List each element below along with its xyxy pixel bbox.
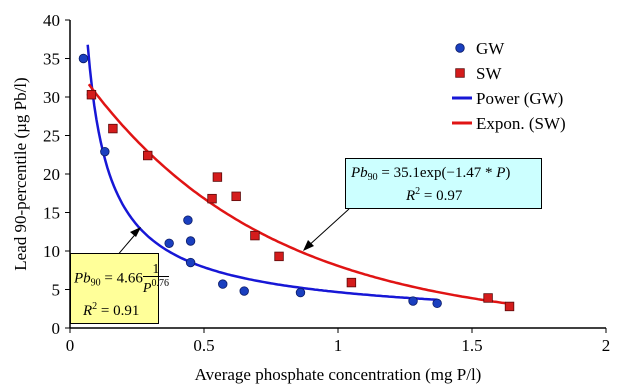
power-r2-sup: 2 [92, 301, 98, 312]
y-tick-label: 20 [43, 165, 60, 184]
gw-point [183, 215, 193, 225]
y-tick-label: 10 [43, 242, 60, 261]
sw-point [250, 230, 260, 241]
x-tick-label: 1 [334, 336, 343, 355]
expon-eq-end: ) [505, 165, 511, 181]
x-axis-title: Average phosphate concentration (mg P/l) [195, 365, 482, 384]
expon-equation: Pb90 = 35.1exp(−1.47 * P) [351, 165, 510, 183]
x-tick-label: 1.5 [461, 336, 482, 355]
power-eq-denominator: P0.76 [142, 277, 169, 296]
arrow-expon-line [305, 208, 350, 249]
sw-point [207, 193, 217, 204]
sw-point [143, 150, 153, 161]
power-r2: R2 = 0.91 [83, 301, 139, 320]
power-eq-exponent: 0.76 [151, 278, 169, 289]
sw-point [504, 301, 515, 312]
y-tick-label: 30 [43, 88, 60, 107]
expon-r2-value: = 0.97 [420, 188, 463, 204]
x-tick-label: 0.5 [193, 336, 214, 355]
y-tick-label: 40 [43, 11, 60, 30]
legend: GW SW Power (GW) Expon. (SW) [452, 39, 566, 133]
power-equation-box: Pb90 = 4.66 1 P0.76 R2 = 0.91 [70, 253, 169, 324]
y-tick-label: 0 [52, 319, 61, 338]
legend-label: Power (GW) [476, 89, 563, 108]
fit-curves [86, 44, 510, 305]
expon-eq-var: Pb [351, 165, 368, 181]
sw-point [346, 277, 357, 288]
sw-point [86, 89, 97, 100]
expon-eq-sub: 90 [367, 172, 378, 183]
sw-point [108, 123, 118, 134]
power-eq-coef: = 4.66 [100, 270, 143, 287]
gw-point [78, 53, 89, 64]
y-tick-label: 15 [43, 204, 60, 223]
sw-point [231, 191, 241, 202]
power-eq-numerator: 1 [142, 263, 169, 277]
x-tick-label: 0 [66, 336, 75, 355]
expon-fit-curve [87, 83, 510, 305]
expon-eq-p: P [496, 165, 506, 181]
expon-r2-var: R [406, 188, 416, 204]
sw-point [483, 293, 493, 303]
power-equation: Pb90 = 4.66 1 P0.76 [74, 263, 169, 296]
gw-point [185, 236, 196, 246]
legend-square-swatch [455, 68, 465, 78]
legend-label: Expon. (SW) [476, 114, 566, 133]
power-eq-den-var: P [142, 281, 152, 296]
gw-point [164, 238, 174, 249]
gw-point [408, 296, 418, 306]
arrow-expon-head [303, 240, 314, 251]
arrow-power-head [130, 227, 141, 237]
y-tick-label: 5 [52, 281, 61, 300]
x-ticks: 0 0.5 1 1.5 2 [66, 328, 611, 355]
gw-point [185, 257, 196, 268]
legend-circle-swatch [455, 43, 465, 53]
power-fit-curve [86, 44, 438, 302]
power-eq-fraction: 1 P0.76 [142, 263, 169, 296]
gw-point [218, 279, 228, 289]
y-tick-label: 25 [43, 127, 60, 146]
gw-point [239, 286, 249, 296]
gw-point [432, 298, 442, 309]
y-tick-label: 35 [43, 50, 60, 69]
y-ticks: 0 5 10 15 20 25 30 35 40 [43, 11, 70, 338]
expon-eq-body: = 35.1exp(−1.47 * [377, 165, 497, 181]
expon-r2: R2 = 0.97 [406, 186, 462, 205]
legend-label: SW [476, 64, 502, 83]
sw-point [212, 172, 223, 182]
gw-point [295, 287, 306, 298]
legend-label: GW [476, 39, 505, 58]
y-axis-title: Lead 90-percentile (µg Pb/l) [11, 77, 30, 270]
power-eq-sub: 90 [90, 277, 101, 289]
power-r2-var: R [83, 303, 93, 319]
x-tick-label: 2 [602, 336, 611, 355]
gw-point [100, 146, 110, 157]
expon-r2-sup: 2 [415, 186, 421, 197]
expon-equation-box: Pb90 = 35.1exp(−1.47 * P) R2 = 0.97 [345, 158, 542, 209]
sw-point [274, 251, 284, 262]
data-points [78, 53, 515, 312]
power-eq-var: Pb [74, 270, 91, 287]
power-r2-value: = 0.91 [97, 303, 140, 319]
